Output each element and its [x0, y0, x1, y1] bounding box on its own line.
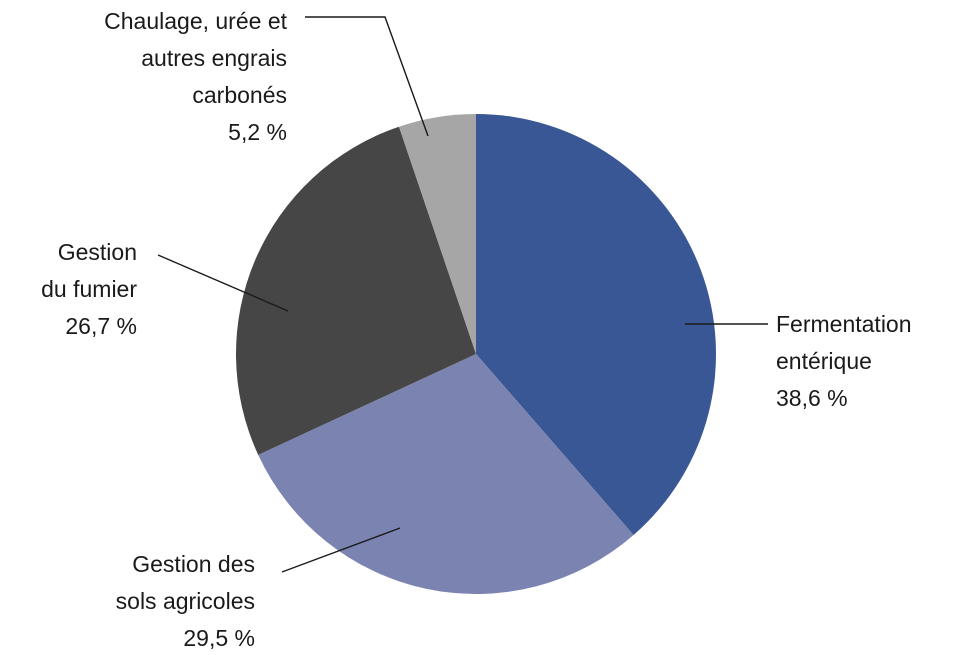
pie-slice — [398, 114, 476, 354]
slice-label: Gestion des sols agricoles 29,5 % — [100, 546, 255, 655]
value-label: 26,7 % — [65, 313, 137, 339]
value-label: 38,6 % — [776, 385, 848, 411]
slice-label: Fermentation entérique 38,6 % — [776, 306, 946, 417]
pie-slice — [258, 354, 634, 595]
leader-line — [305, 16, 429, 137]
slice-label: Chaulage, urée et autres engrais carboné… — [77, 3, 287, 151]
category-label: Fermentation entérique — [776, 311, 912, 374]
category-label: Gestion du fumier — [41, 239, 137, 302]
leader-line — [157, 254, 289, 312]
category-label: Chaulage, urée et autres engrais carboné… — [104, 8, 287, 108]
slices — [236, 114, 717, 595]
slice-label: Gestion du fumier 26,7 % — [32, 234, 137, 345]
pie-slice — [476, 114, 717, 536]
value-label: 29,5 % — [183, 625, 255, 651]
category-label: Gestion des sols agricoles — [115, 551, 255, 614]
value-label: 5,2 % — [228, 119, 287, 145]
pie-slice — [236, 126, 476, 455]
leader-line — [281, 527, 401, 573]
